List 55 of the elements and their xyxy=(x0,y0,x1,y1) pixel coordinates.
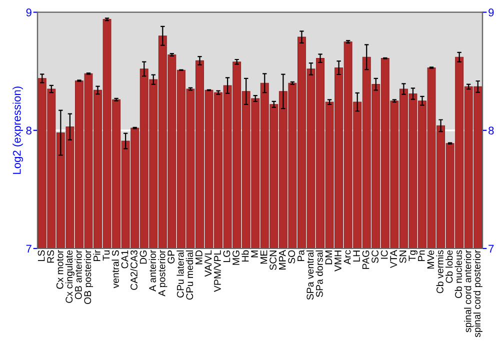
x-tick-label: Tu xyxy=(102,250,110,261)
x-tick-label: VTA xyxy=(390,250,397,268)
x-tick-label: Pir xyxy=(93,250,100,261)
x-tick-label: DG xyxy=(140,250,147,264)
x-tick-label: Cb lobe xyxy=(446,250,453,283)
x-tick-label: SC xyxy=(372,250,378,263)
x-tick-label: Arc xyxy=(344,250,351,264)
x-tick-label: LH xyxy=(353,250,360,262)
y-tick-label: 8 xyxy=(26,126,32,135)
y-axis-title: Log2 (expression) xyxy=(12,86,23,174)
x-tick-label: LG xyxy=(223,250,230,262)
x-tick-label: A posterior xyxy=(158,250,168,296)
x-tick-label: VA/VL xyxy=(204,250,212,277)
x-tick-label: Pa xyxy=(298,250,304,261)
x-tick-label: ME xyxy=(260,250,268,264)
x-tick-label: spinal cord anterior xyxy=(464,250,474,332)
x-tick-label: OB posterior xyxy=(84,250,94,304)
x-tick-label: MG xyxy=(232,250,240,265)
x-tick-label: CA2/CA3 xyxy=(130,250,138,290)
x-tick-label: MVe xyxy=(427,250,434,269)
x-tick-label: SN xyxy=(399,250,406,263)
x-tick-label: Pn xyxy=(418,250,425,261)
x-tick-label: VPM/VPL xyxy=(214,250,221,292)
x-tick-label: Cx cingulate xyxy=(65,250,74,303)
x-tick-label: spinal cord posterior xyxy=(473,250,482,338)
x-tick-label: Cb vermis xyxy=(436,250,444,294)
x-tick-label: PAG xyxy=(362,250,370,269)
x-tick-label: SO xyxy=(288,250,296,264)
x-tick-label: SPa dorsal xyxy=(316,250,323,297)
x-tick-label: Tg xyxy=(408,250,418,262)
y-tick-label: 9 xyxy=(26,8,32,16)
x-tick-label: MD xyxy=(196,250,202,264)
x-tick-label: CA1 xyxy=(121,250,128,268)
x-tick-label: Cx motor xyxy=(56,250,64,289)
x-tick-label: VMH xyxy=(334,250,342,272)
y-tick-label: 7 xyxy=(26,244,32,253)
x-tick-label: OB anterior xyxy=(74,250,82,300)
x-tick-label: CPu medial xyxy=(186,250,194,300)
x-tick-label: RS xyxy=(47,250,54,263)
x-tick-label: A anterior xyxy=(148,250,156,292)
x-tick-label: GP xyxy=(168,250,175,264)
x-tick-label: Cb nucleus xyxy=(454,250,462,298)
x-tick-label: SCN xyxy=(270,250,277,270)
x-tick-label: MPA xyxy=(279,250,286,270)
x-tick-label: IC xyxy=(380,250,388,259)
x-tick-label: Hb xyxy=(242,250,249,262)
x-tick-label: M xyxy=(251,250,258,258)
y2-tick-label: 8 xyxy=(488,126,494,135)
y2-tick-label: 9 xyxy=(488,8,494,16)
x-tick-label: LS xyxy=(38,250,45,261)
x-tick-label: SPa ventral xyxy=(306,250,314,300)
x-tick-label: ventral S xyxy=(112,250,119,288)
x-tick-label: CPu lateral xyxy=(176,250,184,298)
x-tick-label: DM xyxy=(325,250,332,264)
y2-tick-label: 7 xyxy=(488,244,494,253)
